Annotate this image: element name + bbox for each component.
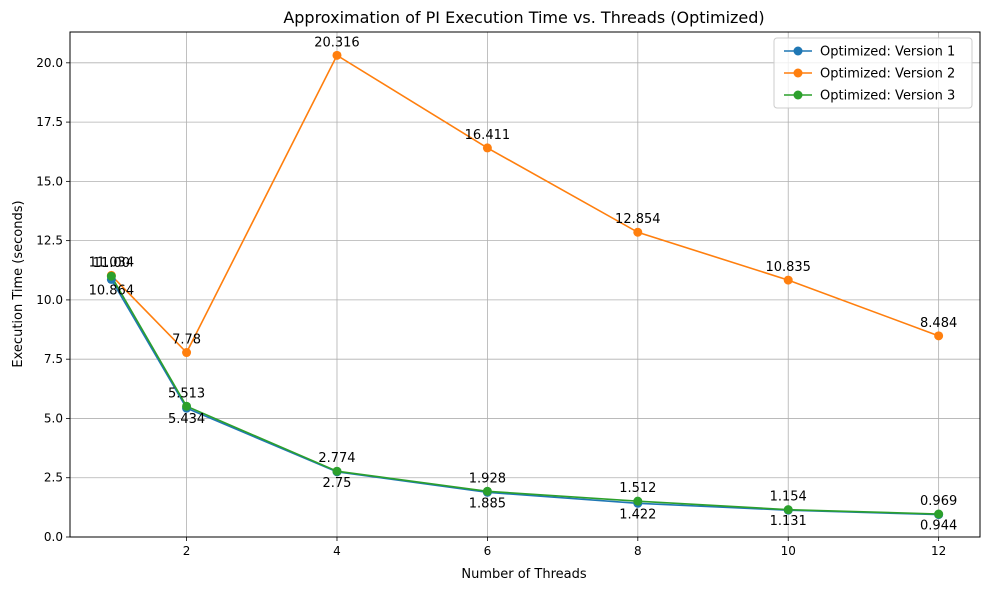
- legend-marker-version-1: [793, 46, 803, 56]
- data-label-version-2: 7.78: [172, 333, 201, 348]
- y-tick-label: 7.5: [44, 352, 63, 366]
- data-label-version-2: 8.484: [920, 316, 957, 331]
- data-point-version-2: [783, 275, 793, 285]
- legend-label-version-1: Optimized: Version 1: [820, 45, 955, 60]
- data-label-version-1: 1.131: [770, 514, 807, 529]
- data-label-version-2: 10.835: [765, 260, 811, 275]
- data-label-version-3: 1.154: [770, 490, 807, 505]
- data-label-version-3: 1.928: [469, 471, 506, 486]
- data-point-version-3: [633, 496, 643, 506]
- plot-frame: [69, 31, 981, 538]
- data-point-version-3: [106, 271, 116, 281]
- data-label-version-2: 11.034: [89, 255, 135, 270]
- x-tick-label: 10: [781, 544, 796, 558]
- y-tick-label: 17.5: [36, 115, 63, 129]
- data-label-version-2: 12.854: [615, 212, 661, 227]
- y-tick-label: 0.0: [44, 530, 63, 544]
- data-point-version-2: [934, 331, 944, 341]
- data-label-version-3: 0.969: [920, 494, 957, 509]
- data-point-version-2: [332, 50, 342, 60]
- legend-marker-version-2: [793, 68, 803, 78]
- x-tick-label: 6: [484, 544, 492, 558]
- data-label-version-1: 2.75: [323, 476, 352, 491]
- data-label-version-1: 0.944: [920, 519, 957, 534]
- legend-marker-version-3: [793, 90, 803, 100]
- x-tick-label: 12: [931, 544, 946, 558]
- data-label-version-3: 5.513: [168, 386, 205, 401]
- data-label-version-1: 1.885: [469, 496, 506, 511]
- data-label-version-1: 10.864: [89, 283, 135, 298]
- legend: Optimized: Version 1 Optimized: Version 2…: [773, 37, 973, 109]
- data-point-version-2: [633, 227, 643, 237]
- data-point-version-3: [934, 509, 944, 519]
- data-point-version-3: [332, 466, 342, 476]
- data-label-version-1: 1.422: [619, 507, 656, 522]
- data-point-version-2: [482, 143, 492, 153]
- y-tick-label: 20.0: [36, 56, 63, 70]
- y-axis-label: Execution Time (seconds): [11, 200, 26, 367]
- legend-box: [773, 37, 973, 109]
- legend-label-version-3: Optimized: Version 3: [820, 89, 955, 104]
- chart-title: Approximation of PI Execution Time vs. T…: [283, 8, 764, 27]
- x-tick-label: 4: [333, 544, 341, 558]
- data-point-version-3: [783, 505, 793, 515]
- data-labels: 10.864 5.434 2.75 1.885 1.422 1.131 0.944 11.03…: [89, 35, 958, 533]
- x-tick-label: 2: [183, 544, 191, 558]
- y-tick-label: 15.0: [36, 174, 63, 188]
- data-point-version-2: [182, 348, 192, 358]
- x-axis-label: Number of Threads: [461, 567, 586, 582]
- series-points: [106, 50, 944, 520]
- axes: 2 4 6 8 10 12 0.0 2.5 5.0 7.5 10.0 12.5 15.0 17.5 20.0: [36, 31, 981, 558]
- y-tick-label: 12.5: [36, 234, 63, 248]
- data-point-version-3: [182, 401, 192, 411]
- x-tick-label: 8: [634, 544, 642, 558]
- y-tick-label: 10.0: [36, 293, 63, 307]
- data-label-version-2: 16.411: [465, 128, 511, 143]
- data-label-version-3: 1.512: [619, 481, 656, 496]
- data-label-version-3: 2.774: [318, 451, 355, 466]
- data-point-version-3: [482, 486, 492, 496]
- y-tick-label: 2.5: [44, 471, 63, 485]
- data-label-version-3: 11.00: [93, 256, 130, 271]
- data-label-version-1: 5.434: [168, 412, 205, 427]
- data-label-version-2: 20.316: [314, 35, 360, 50]
- legend-label-version-2: Optimized: Version 2: [820, 67, 955, 82]
- y-tick-label: 5.0: [44, 411, 63, 425]
